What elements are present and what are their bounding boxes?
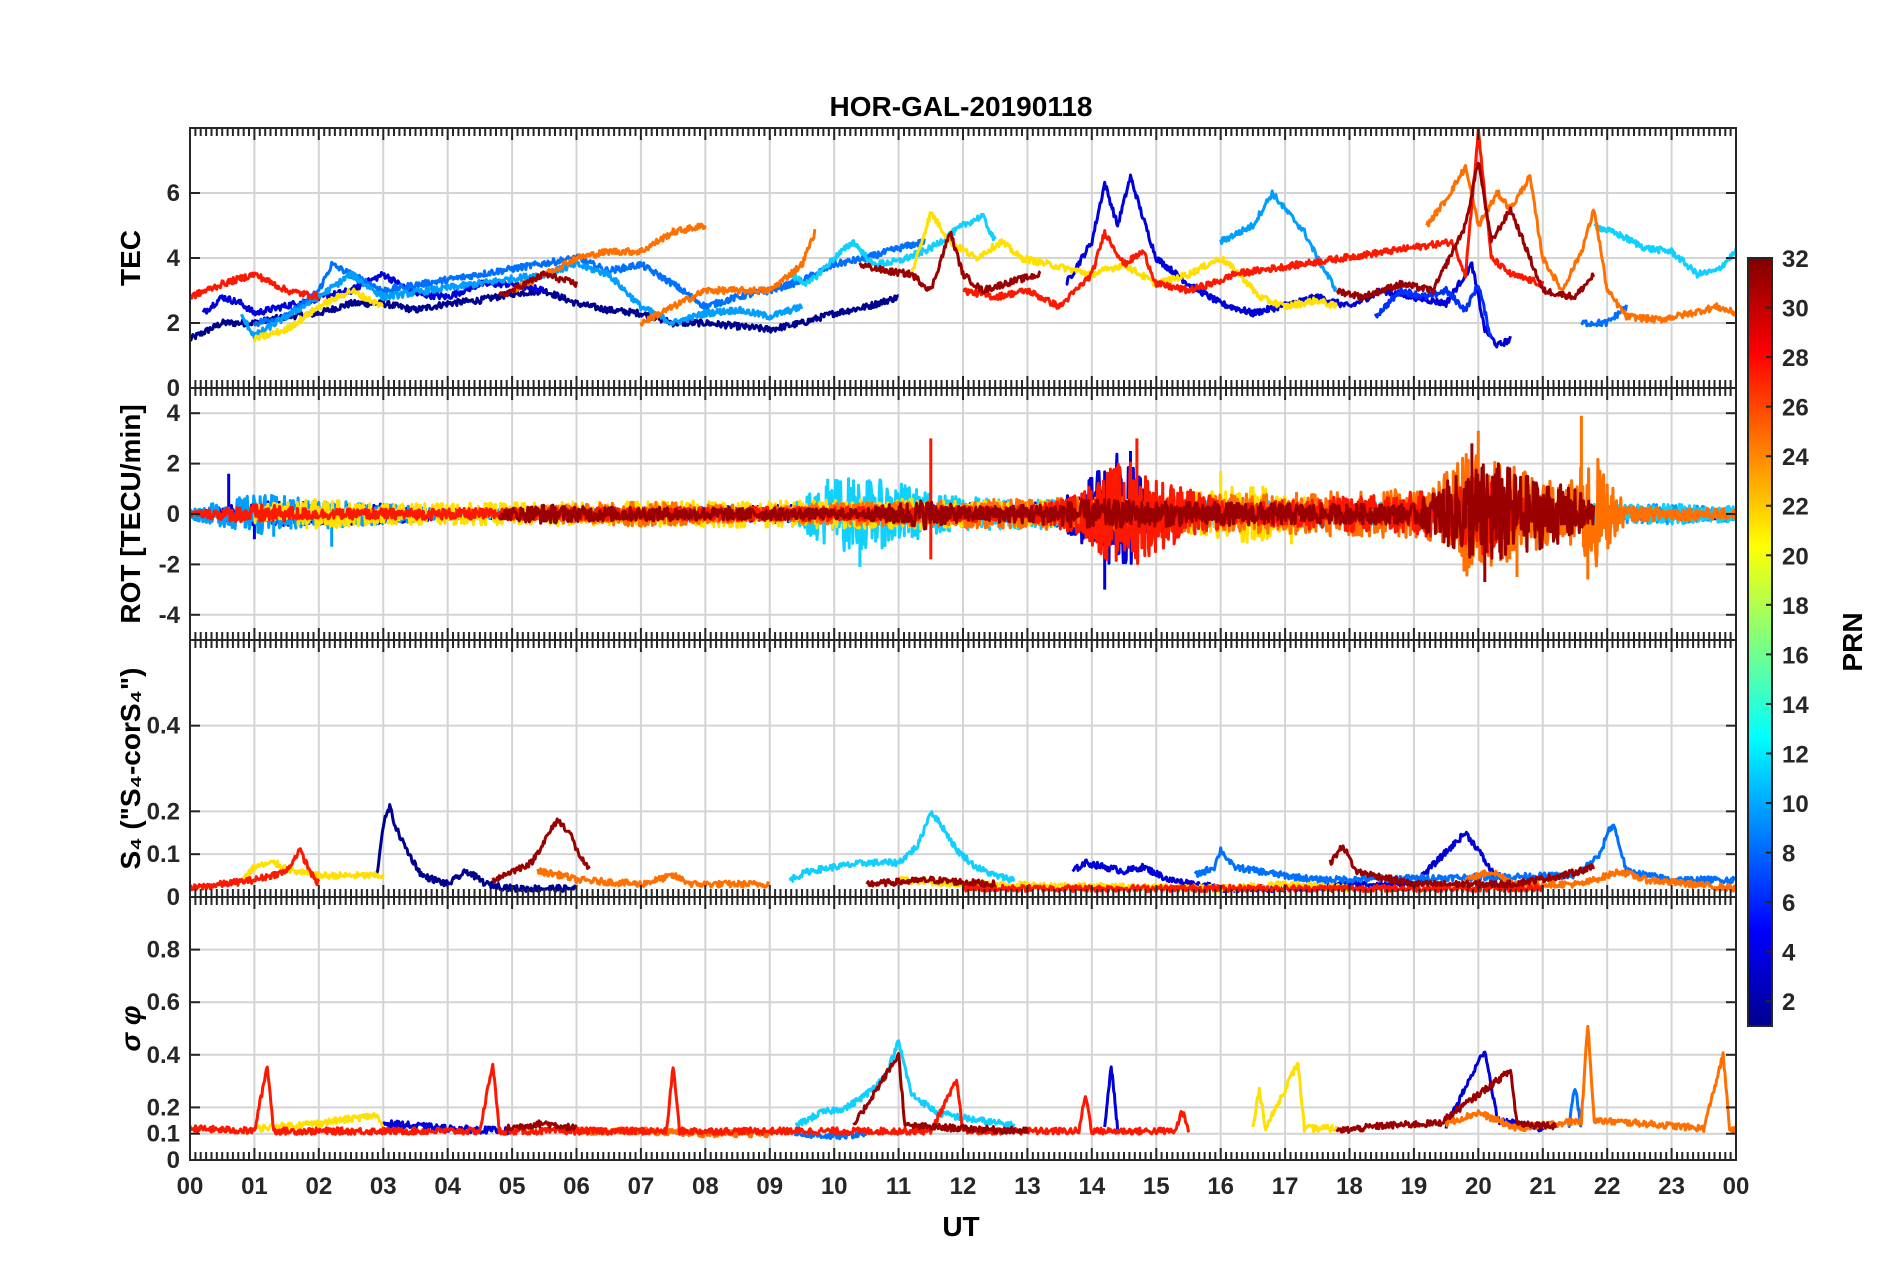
x-tick-label: 09 bbox=[756, 1173, 783, 1200]
series-group bbox=[190, 1024, 1736, 1141]
y-tick-label: -4 bbox=[159, 602, 181, 629]
series-group bbox=[190, 803, 1736, 894]
x-ticks bbox=[189, 388, 1737, 640]
y-tick-label: 6 bbox=[167, 180, 180, 207]
x-tick-label: 12 bbox=[950, 1173, 977, 1200]
y-axis-label: S₄ ("S₄-corS₄") bbox=[115, 668, 146, 870]
x-tick-label: 00 bbox=[1723, 1173, 1750, 1200]
x-tick-label: 04 bbox=[434, 1173, 461, 1200]
x-tick-label: 15 bbox=[1143, 1173, 1170, 1200]
x-tick-label: 21 bbox=[1529, 1173, 1556, 1200]
colorbar-tick-label: 32 bbox=[1782, 246, 1809, 273]
series-prn-20 bbox=[253, 1061, 1339, 1134]
x-tick-label: 18 bbox=[1336, 1173, 1363, 1200]
series-prn-2 bbox=[375, 803, 578, 894]
y-axis-label: ROT [TECU/min] bbox=[115, 404, 146, 623]
y-tick-label: 0.1 bbox=[147, 841, 180, 868]
x-ticks bbox=[189, 897, 1737, 1160]
panel-s4: 0 0.1 0.2 0.4S₄ ("S₄-corS₄") bbox=[115, 639, 1737, 911]
series-prn-31 bbox=[504, 1052, 1558, 1135]
y-tick-label: 0.8 bbox=[147, 937, 180, 964]
x-tick-label: 19 bbox=[1401, 1173, 1428, 1200]
x-tick-label: 03 bbox=[370, 1173, 397, 1200]
y-tick-label: 0.4 bbox=[147, 1042, 181, 1069]
x-tick-label: 08 bbox=[692, 1173, 719, 1200]
y-axis-label: TEC bbox=[115, 230, 146, 286]
x-ticks bbox=[189, 640, 1737, 897]
series-prn-31 bbox=[491, 817, 1596, 889]
panel-rot: -4 -2 0 2 4 ROT [TECU/min] bbox=[115, 387, 1737, 641]
y-tick-label: 2 bbox=[167, 451, 180, 478]
y-tick-label: 0 bbox=[167, 1147, 180, 1174]
y-tick-label: 0 bbox=[167, 884, 180, 911]
series-prn-8 bbox=[252, 238, 1628, 328]
x-tick-label: 20 bbox=[1465, 1173, 1492, 1200]
y-tick-label: 4 bbox=[167, 400, 181, 427]
y-tick-label: 0.2 bbox=[147, 798, 180, 825]
colorbar-scale bbox=[1747, 257, 1773, 1027]
series-prn-28 bbox=[190, 128, 1545, 310]
y-tick-label: 2 bbox=[167, 310, 180, 337]
y-tick-label: -2 bbox=[159, 551, 180, 578]
colorbar-tick-label: 4 bbox=[1782, 940, 1796, 967]
colorbar-tick-label: 16 bbox=[1782, 642, 1809, 669]
colorbar-label: PRN bbox=[1837, 612, 1868, 671]
x-tick-label: 22 bbox=[1594, 1173, 1621, 1200]
series-prn-12 bbox=[794, 1039, 1016, 1130]
x-tick-label: 05 bbox=[499, 1173, 526, 1200]
y-axis-label: σ φ bbox=[115, 1005, 146, 1051]
colorbar-tick-label: 26 bbox=[1782, 395, 1809, 422]
y-tick-label: 0.2 bbox=[147, 1094, 180, 1121]
colorbar-tick-label: 20 bbox=[1782, 543, 1809, 570]
colorbar-tick-label: 24 bbox=[1782, 444, 1809, 471]
series-prn-28 bbox=[190, 438, 1545, 565]
panel-tec: 0 2 4 6 TEC bbox=[115, 127, 1737, 402]
x-tick-label: 01 bbox=[241, 1173, 268, 1200]
colorbar-tick-label: 8 bbox=[1782, 841, 1795, 868]
colorbar-tick-label: 2 bbox=[1782, 989, 1795, 1016]
colorbar-tick-label: 18 bbox=[1782, 593, 1809, 620]
y-tick-label: 0 bbox=[167, 375, 180, 402]
x-tick-label: 14 bbox=[1078, 1173, 1105, 1200]
y-tick-label: 0.6 bbox=[147, 989, 180, 1016]
series-group bbox=[190, 415, 1736, 590]
x-tick-label: 13 bbox=[1014, 1173, 1041, 1200]
x-tick-label: 11 bbox=[886, 1173, 911, 1200]
series-group bbox=[190, 128, 1736, 349]
y-tick-label: 0.4 bbox=[147, 713, 181, 740]
x-tick-label: 23 bbox=[1658, 1173, 1685, 1200]
series-prn-31 bbox=[497, 161, 1596, 301]
colorbar-tick-label: 28 bbox=[1782, 345, 1809, 372]
chart-title: HOR-GAL-20190118 bbox=[829, 91, 1092, 122]
x-tick-label: 17 bbox=[1272, 1173, 1299, 1200]
x-tick-label: 02 bbox=[305, 1173, 332, 1200]
colorbar-tick-label: 30 bbox=[1782, 296, 1809, 323]
colorbar-tick-label: 10 bbox=[1782, 791, 1809, 818]
series-prn-8 bbox=[794, 1088, 1583, 1141]
y-tick-label: 0 bbox=[167, 501, 180, 528]
colorbar-tick-label: 12 bbox=[1782, 741, 1809, 768]
x-tick-label: 06 bbox=[563, 1173, 590, 1200]
series-prn-12 bbox=[788, 810, 1016, 884]
x-tick-label: 00 bbox=[177, 1173, 204, 1200]
series-prn-31 bbox=[497, 443, 1596, 582]
panel-sigma: 00.10.2 0.4 0.6 0.8 σ φ bbox=[115, 896, 1737, 1174]
x-tick-label: 07 bbox=[628, 1173, 655, 1200]
y-tick-label: 0.1 bbox=[147, 1121, 180, 1148]
colorbar-tick-label: 22 bbox=[1782, 494, 1809, 521]
series-prn-12 bbox=[788, 212, 1736, 287]
x-tick-label: 10 bbox=[821, 1173, 848, 1200]
colorbar-tick-label: 6 bbox=[1782, 890, 1795, 917]
y-tick-label: 4 bbox=[167, 245, 181, 272]
colorbar-tick-label: 14 bbox=[1782, 692, 1809, 719]
x-axis-label: UT bbox=[942, 1211, 979, 1242]
x-ticks bbox=[189, 128, 1737, 388]
x-tick-label: 16 bbox=[1207, 1173, 1234, 1200]
